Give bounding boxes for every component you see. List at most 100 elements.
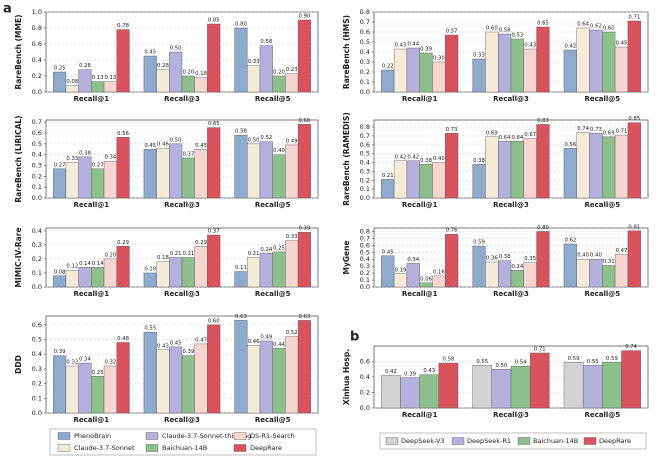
value-label: 0.37 <box>182 151 194 157</box>
bar <box>91 81 105 93</box>
bar <box>381 69 395 93</box>
legend-swatch <box>145 444 159 452</box>
bar <box>143 272 157 288</box>
bar <box>297 320 311 414</box>
bar <box>143 55 157 93</box>
x-tick-label: Recall@3 <box>493 290 529 298</box>
value-label: 0.43 <box>157 343 169 349</box>
x-tick-label: Recall@5 <box>255 201 291 209</box>
value-label: 0.08 <box>54 269 66 275</box>
value-label: 0.63 <box>299 314 311 320</box>
value-label: 0.49 <box>286 138 298 144</box>
bar <box>536 124 550 199</box>
bar <box>65 85 79 93</box>
value-label: 0.10 <box>144 266 156 272</box>
y-tick-label: 0.0 <box>32 409 42 417</box>
value-label: 0.22 <box>382 64 394 70</box>
legend-label: Claude-3.7-Sonnet-thinking <box>162 432 251 440</box>
bar <box>103 160 117 199</box>
bar <box>207 234 221 288</box>
y-tick-label: 0.1 <box>32 269 42 277</box>
bar <box>207 127 221 199</box>
bar <box>65 162 79 199</box>
x-tick-label: Recall@1 <box>73 201 109 209</box>
bar <box>272 154 286 199</box>
bar <box>406 160 420 199</box>
bar <box>432 275 446 288</box>
bar <box>116 342 130 414</box>
y-tick-label: 0.7 <box>360 132 370 140</box>
bar <box>614 134 629 199</box>
y-tick-label: 0.4 <box>360 255 370 263</box>
value-label: 0.47 <box>195 337 207 343</box>
x-tick-label: Recall@3 <box>493 95 529 103</box>
x-tick-label: Recall@3 <box>493 411 529 419</box>
y-tick-label: 0.7 <box>360 18 370 26</box>
value-label: 0.18 <box>195 71 207 77</box>
value-label: 0.14 <box>92 261 104 267</box>
x-tick-label: Recall@5 <box>584 201 620 209</box>
bar <box>247 345 261 414</box>
y-tick-label: 0.6 <box>32 40 42 48</box>
y-tick-label: 0.2 <box>360 176 370 184</box>
bar <box>247 143 261 199</box>
bar <box>53 71 67 93</box>
bar <box>491 369 512 409</box>
bar <box>247 65 261 93</box>
value-label: 0.19 <box>395 267 407 273</box>
value-label: 0.13 <box>104 75 116 81</box>
bar <box>272 348 286 414</box>
bar <box>285 240 299 288</box>
value-label: 0.37 <box>208 229 220 235</box>
y-tick-label: 0.3 <box>360 262 370 270</box>
bar <box>602 31 616 93</box>
x-tick-label: Recall@1 <box>73 95 109 103</box>
value-label: 0.45 <box>382 249 394 255</box>
y-tick-label: 0.0 <box>360 404 370 412</box>
value-label: 0.50 <box>170 46 182 52</box>
bar <box>297 232 311 288</box>
y-axis-label: MyGene <box>342 240 351 274</box>
value-label: 0.39 <box>299 226 311 232</box>
bar <box>169 346 183 414</box>
value-label: 0.25 <box>54 66 66 72</box>
y-tick-label: 0.4 <box>32 56 42 64</box>
bar <box>419 282 433 288</box>
legend-swatch <box>233 444 247 452</box>
value-label: 0.48 <box>117 336 129 342</box>
value-label: 0.83 <box>537 118 549 124</box>
bar <box>510 270 524 288</box>
value-label: 0.21 <box>182 251 194 257</box>
value-label: 0.28 <box>157 63 169 69</box>
bar <box>563 362 584 409</box>
y-tick-label: 0.4 <box>32 227 42 235</box>
bar <box>194 343 208 414</box>
value-label: 0.38 <box>473 158 485 164</box>
value-label: 0.85 <box>208 18 220 24</box>
value-label: 0.74 <box>577 126 589 132</box>
bar <box>169 257 183 288</box>
bar <box>406 47 420 93</box>
value-label: 0.71 <box>616 129 628 135</box>
x-tick-label: Recall@1 <box>402 411 438 419</box>
bar <box>485 136 499 199</box>
y-tick-label: 0.2 <box>360 269 370 277</box>
bar <box>393 48 408 93</box>
x-tick-label: Recall@5 <box>584 290 620 298</box>
y-axis-label: DDD <box>14 355 23 374</box>
bar <box>194 77 208 93</box>
y-tick-label: 0.2 <box>32 255 42 263</box>
bar <box>523 48 537 93</box>
bar <box>582 365 603 409</box>
bar <box>234 320 248 414</box>
value-label: 0.38 <box>499 254 511 260</box>
bar <box>78 156 92 199</box>
bar <box>272 251 286 288</box>
value-label: 0.76 <box>446 228 458 234</box>
value-label: 0.80 <box>235 22 247 28</box>
bar <box>169 51 183 93</box>
y-tick-label: 0.3 <box>360 58 370 66</box>
value-label: 0.43 <box>423 368 435 374</box>
bar <box>53 355 67 414</box>
legend-label: Claude-3.7-Sonnet <box>74 444 135 452</box>
